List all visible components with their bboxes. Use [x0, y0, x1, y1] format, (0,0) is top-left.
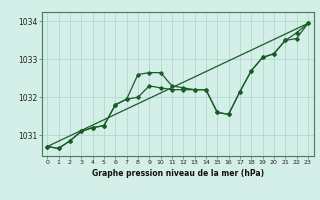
X-axis label: Graphe pression niveau de la mer (hPa): Graphe pression niveau de la mer (hPa)	[92, 169, 264, 178]
